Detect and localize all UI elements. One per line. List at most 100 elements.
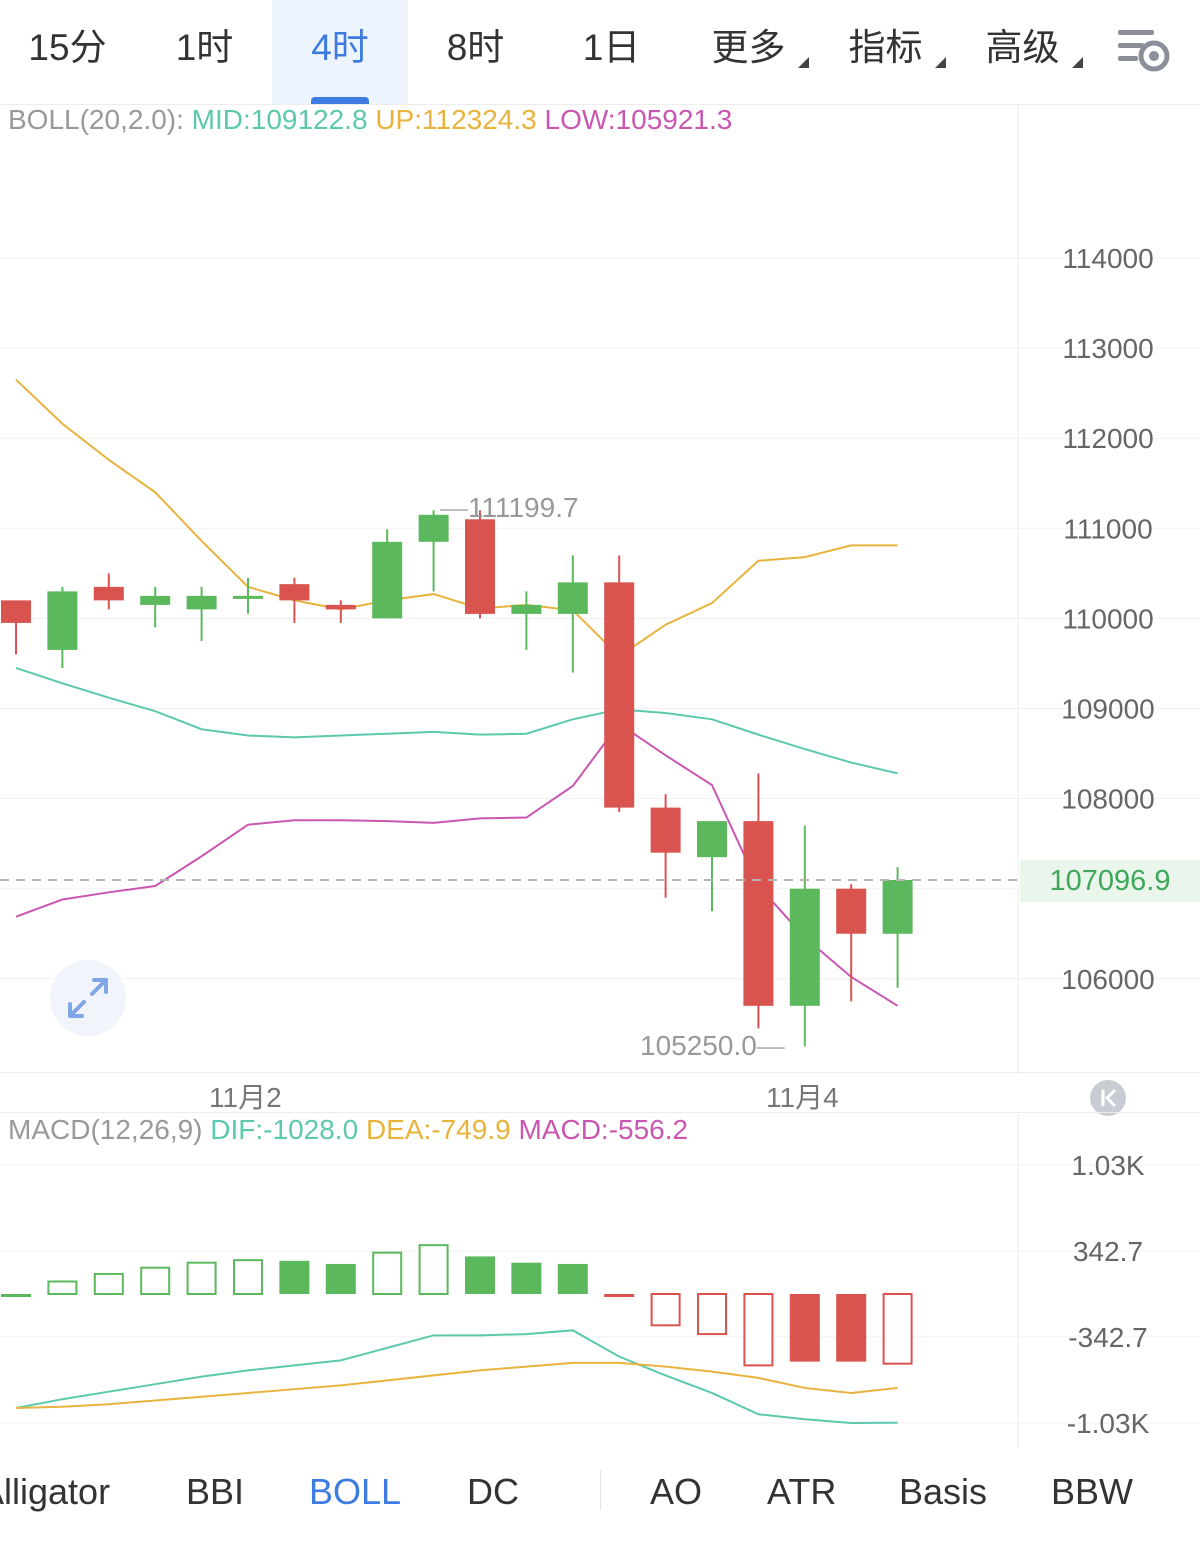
timeframe-tab-1[interactable]: 1时 bbox=[137, 0, 272, 104]
boll-legend-mid: MID:109122.8 bbox=[191, 104, 368, 135]
x-axis-tick-label: 11月2 bbox=[209, 1082, 282, 1113]
indicator-tab-boll[interactable]: BOLL bbox=[309, 1471, 402, 1512]
active-tab-indicator bbox=[311, 97, 369, 104]
timeframe-tab-label: 指标 bbox=[848, 27, 923, 68]
indicator-tab-bbw[interactable]: BBW bbox=[1051, 1471, 1134, 1512]
timeframe-tab-label: 1日 bbox=[582, 27, 641, 68]
macd-histogram-bar bbox=[186, 1261, 217, 1295]
price-chart-bottom-divider bbox=[0, 1072, 1200, 1073]
macd-dea-line bbox=[15, 1361, 898, 1409]
timeframe-tab-label: 高级 bbox=[985, 27, 1060, 68]
macd-histogram-bar bbox=[140, 1266, 171, 1296]
price-axis-tick-label: 109000 bbox=[1061, 694, 1154, 725]
candle-body bbox=[233, 595, 263, 599]
candle-body bbox=[140, 595, 171, 605]
boll-mid-line bbox=[15, 667, 898, 775]
candle-body bbox=[1, 600, 31, 623]
indicator-tab-bbi[interactable]: BBI bbox=[186, 1471, 245, 1512]
macd-histogram-bar bbox=[836, 1294, 867, 1362]
candle-body bbox=[557, 582, 588, 614]
scroll-to-latest-button[interactable] bbox=[1090, 1080, 1126, 1116]
macd-histogram-bar bbox=[697, 1293, 727, 1336]
indicator-tab-basis[interactable]: Basis bbox=[899, 1471, 988, 1512]
candle-body bbox=[47, 591, 78, 650]
timeframe-tab-4[interactable]: 1日 bbox=[543, 0, 680, 104]
dropdown-caret-icon bbox=[798, 57, 809, 68]
indicator-tab-alligator[interactable]: Alligator bbox=[0, 1471, 111, 1512]
timeframe-tab-2[interactable]: 4时 bbox=[272, 0, 408, 104]
macd-histogram-bar bbox=[372, 1251, 403, 1296]
macd-histogram-bar bbox=[650, 1293, 681, 1327]
macd-axis-tick-label: 342.7 bbox=[1073, 1236, 1143, 1267]
price-axis-tick-label: 113000 bbox=[1062, 333, 1153, 364]
timeframe-tab-7[interactable]: 高级 bbox=[954, 0, 1091, 104]
macd-legend-macd: MACD:-556.2 bbox=[518, 1114, 689, 1145]
candle-body bbox=[650, 807, 681, 853]
macd-histogram-bar bbox=[279, 1260, 310, 1294]
timeframe-tab-label: 15分 bbox=[28, 27, 107, 68]
price-axis-tick-label: 108000 bbox=[1061, 784, 1154, 815]
price-axis-tick-label: 110000 bbox=[1062, 603, 1153, 634]
candle-body bbox=[604, 582, 635, 808]
macd-top-divider bbox=[0, 1112, 1200, 1113]
macd-histogram-bar bbox=[511, 1262, 542, 1294]
candle-body bbox=[279, 584, 310, 601]
x-axis-tick-label: 11月4 bbox=[766, 1082, 839, 1113]
last-price-label: 107096.9 bbox=[1020, 860, 1200, 902]
macd-histogram-bar bbox=[882, 1293, 913, 1365]
price-axis-tick-label: 106000 bbox=[1061, 964, 1154, 995]
indicator-tab-ao[interactable]: AO bbox=[650, 1471, 703, 1512]
dropdown-caret-icon bbox=[935, 57, 946, 68]
timeframe-tab-6[interactable]: 指标 bbox=[817, 0, 954, 104]
timeframe-bar: 15分 1时 4时 8时 1日 更多 指标 高级 bbox=[0, 0, 1200, 105]
timeframe-tab-5[interactable]: 更多 bbox=[680, 0, 817, 104]
candle-body bbox=[418, 514, 449, 542]
macd-histogram-bar bbox=[465, 1256, 495, 1294]
macd-histogram-bar bbox=[789, 1294, 820, 1362]
timeframe-tab-label: 更多 bbox=[711, 27, 786, 68]
boll-upper-line bbox=[15, 378, 898, 658]
macd-histogram-bar bbox=[1, 1294, 31, 1297]
macd-histogram-bar bbox=[93, 1272, 124, 1296]
boll-legend-low: LOW:105921.3 bbox=[544, 104, 733, 135]
low-price-marker: 105250.0— bbox=[640, 1030, 785, 1061]
price-axis-tick-label: 111000 bbox=[1063, 513, 1152, 544]
tab-separator bbox=[600, 1470, 601, 1510]
macd-histogram-bar bbox=[325, 1263, 356, 1294]
indicator-tab-bar: Alligator BBI BOLL DC AO ATR Basis BBW bbox=[0, 1448, 1200, 1557]
candle-body bbox=[882, 879, 913, 934]
candle-body bbox=[836, 888, 867, 934]
macd-histogram-bar bbox=[604, 1294, 635, 1297]
indicator-tab-atr[interactable]: ATR bbox=[767, 1471, 837, 1512]
candle-body bbox=[743, 821, 774, 1006]
chart-settings-icon[interactable] bbox=[1112, 22, 1174, 78]
expand-button[interactable] bbox=[50, 960, 126, 1036]
price-axis-tick-label: 114000 bbox=[1062, 243, 1153, 274]
candle-body bbox=[372, 541, 403, 619]
macd-axis-tick-label: 1.03K bbox=[1071, 1150, 1144, 1181]
timeframe-tab-label: 4时 bbox=[311, 27, 369, 68]
macd-legend-dea: DEA:-749.9 bbox=[365, 1114, 511, 1145]
macd-axis-tick-label: -342.7 bbox=[1068, 1322, 1147, 1353]
timeframe-tab-0[interactable]: 15分 bbox=[0, 0, 135, 104]
indicator-tab-dc[interactable]: DC bbox=[467, 1471, 519, 1512]
macd-histogram-bar bbox=[233, 1259, 263, 1295]
dropdown-caret-icon bbox=[1072, 57, 1083, 68]
macd-chart[interactable]: 1.03K 342.7 -342.7 -1.03K bbox=[0, 1114, 1200, 1448]
macd-dif-line bbox=[15, 1329, 898, 1425]
timeframe-tab-label: 8时 bbox=[446, 27, 505, 68]
macd-legend-dif: DIF:-1028.0 bbox=[210, 1114, 359, 1145]
high-price-marker: —111199.7 bbox=[440, 492, 579, 523]
candle-body bbox=[511, 604, 542, 614]
candlestick-chart[interactable]: 114000 113000 112000 111000 110000 109000 1080… bbox=[0, 104, 1200, 1074]
high-price-value: 111199.7 bbox=[468, 492, 579, 523]
scroll-to-latest-icon bbox=[1101, 1089, 1116, 1107]
macd-histogram-bar bbox=[557, 1263, 588, 1294]
macd-axis-tick-label: -1.03K bbox=[1067, 1408, 1150, 1439]
candle-body bbox=[789, 888, 820, 1006]
candle-body bbox=[325, 604, 356, 610]
timeframe-tab-3[interactable]: 8时 bbox=[408, 0, 543, 104]
boll-legend-name: BOLL(20,2.0): bbox=[8, 104, 184, 135]
macd-histogram-bar bbox=[47, 1280, 78, 1295]
candle-body bbox=[186, 595, 217, 610]
